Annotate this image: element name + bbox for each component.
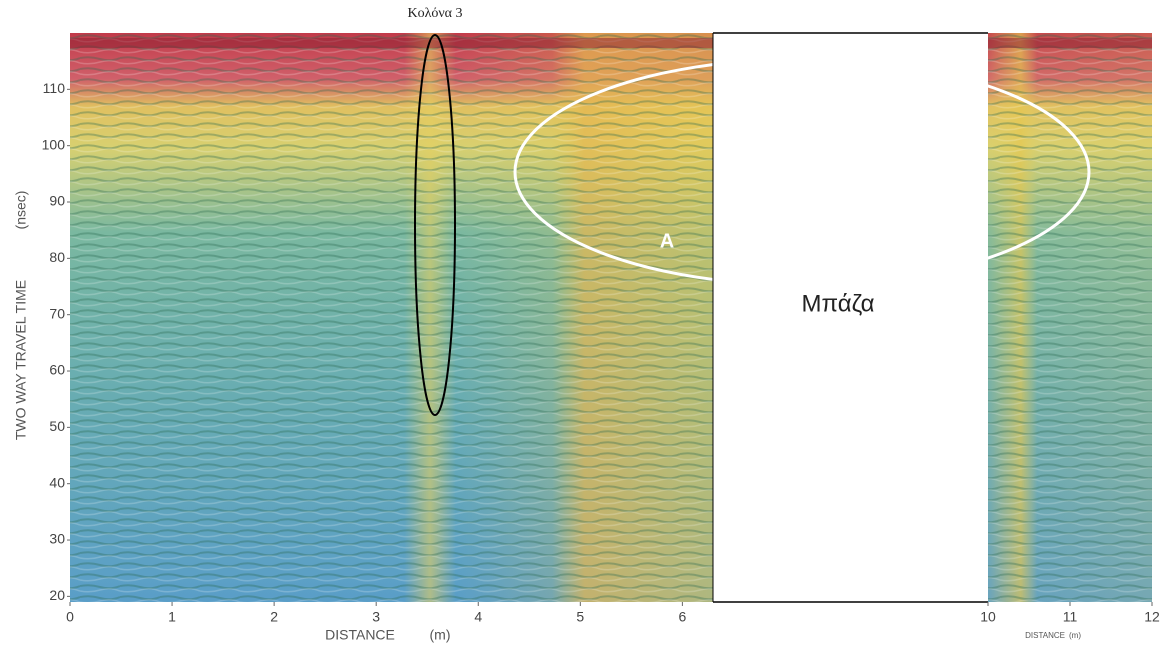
x-axis-unit: (m) bbox=[1069, 631, 1081, 640]
annotation: A bbox=[660, 230, 674, 252]
x-tick-label: 3 bbox=[372, 609, 380, 625]
x-axis-unit: (m) bbox=[430, 627, 451, 643]
x-tick-label: 1 bbox=[168, 609, 176, 625]
annotation: Κολόνα 3 bbox=[407, 6, 462, 21]
y-tick-label: 20 bbox=[49, 587, 65, 603]
x-tick-label: 0 bbox=[66, 609, 74, 625]
x-tick-label: 4 bbox=[474, 609, 482, 625]
annotation: Μπάζα bbox=[802, 290, 875, 317]
x-tick-label: 11 bbox=[1063, 609, 1078, 625]
x-tick-label: 5 bbox=[576, 609, 584, 625]
x-axis-label: DISTANCE bbox=[325, 627, 395, 643]
y-tick-label: 40 bbox=[49, 474, 65, 490]
radargram-band bbox=[988, 38, 1152, 48]
left-panel bbox=[70, 33, 713, 602]
y-tick-label: 110 bbox=[43, 80, 66, 96]
y-tick-label: 30 bbox=[49, 531, 65, 547]
radargram-band bbox=[70, 38, 713, 48]
y-tick-label: 100 bbox=[42, 136, 66, 152]
y-tick-label: 50 bbox=[49, 418, 65, 434]
x-axis-label: DISTANCE bbox=[1025, 631, 1065, 640]
y-tick-label: 70 bbox=[49, 305, 65, 321]
radargram-texture bbox=[70, 33, 713, 602]
y-tick-label: 80 bbox=[49, 249, 65, 265]
column-ellipse bbox=[414, 34, 456, 416]
x-tick-label: 10 bbox=[980, 609, 996, 625]
x-tick-label: 12 bbox=[1144, 609, 1160, 625]
y-tick-label: 60 bbox=[49, 362, 65, 378]
y-axis-label: TWO WAY TRAVEL TIME bbox=[13, 280, 29, 440]
radargram-texture bbox=[988, 33, 1152, 602]
y-tick-label: 90 bbox=[49, 193, 65, 209]
x-tick-label: 2 bbox=[270, 609, 278, 625]
x-tick-label: 6 bbox=[678, 609, 686, 625]
y-axis-unit: (nsec) bbox=[13, 191, 29, 230]
right-panel bbox=[988, 33, 1152, 602]
void-block bbox=[713, 33, 988, 602]
